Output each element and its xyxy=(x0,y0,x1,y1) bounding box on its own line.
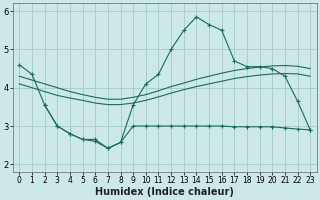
X-axis label: Humidex (Indice chaleur): Humidex (Indice chaleur) xyxy=(95,187,234,197)
